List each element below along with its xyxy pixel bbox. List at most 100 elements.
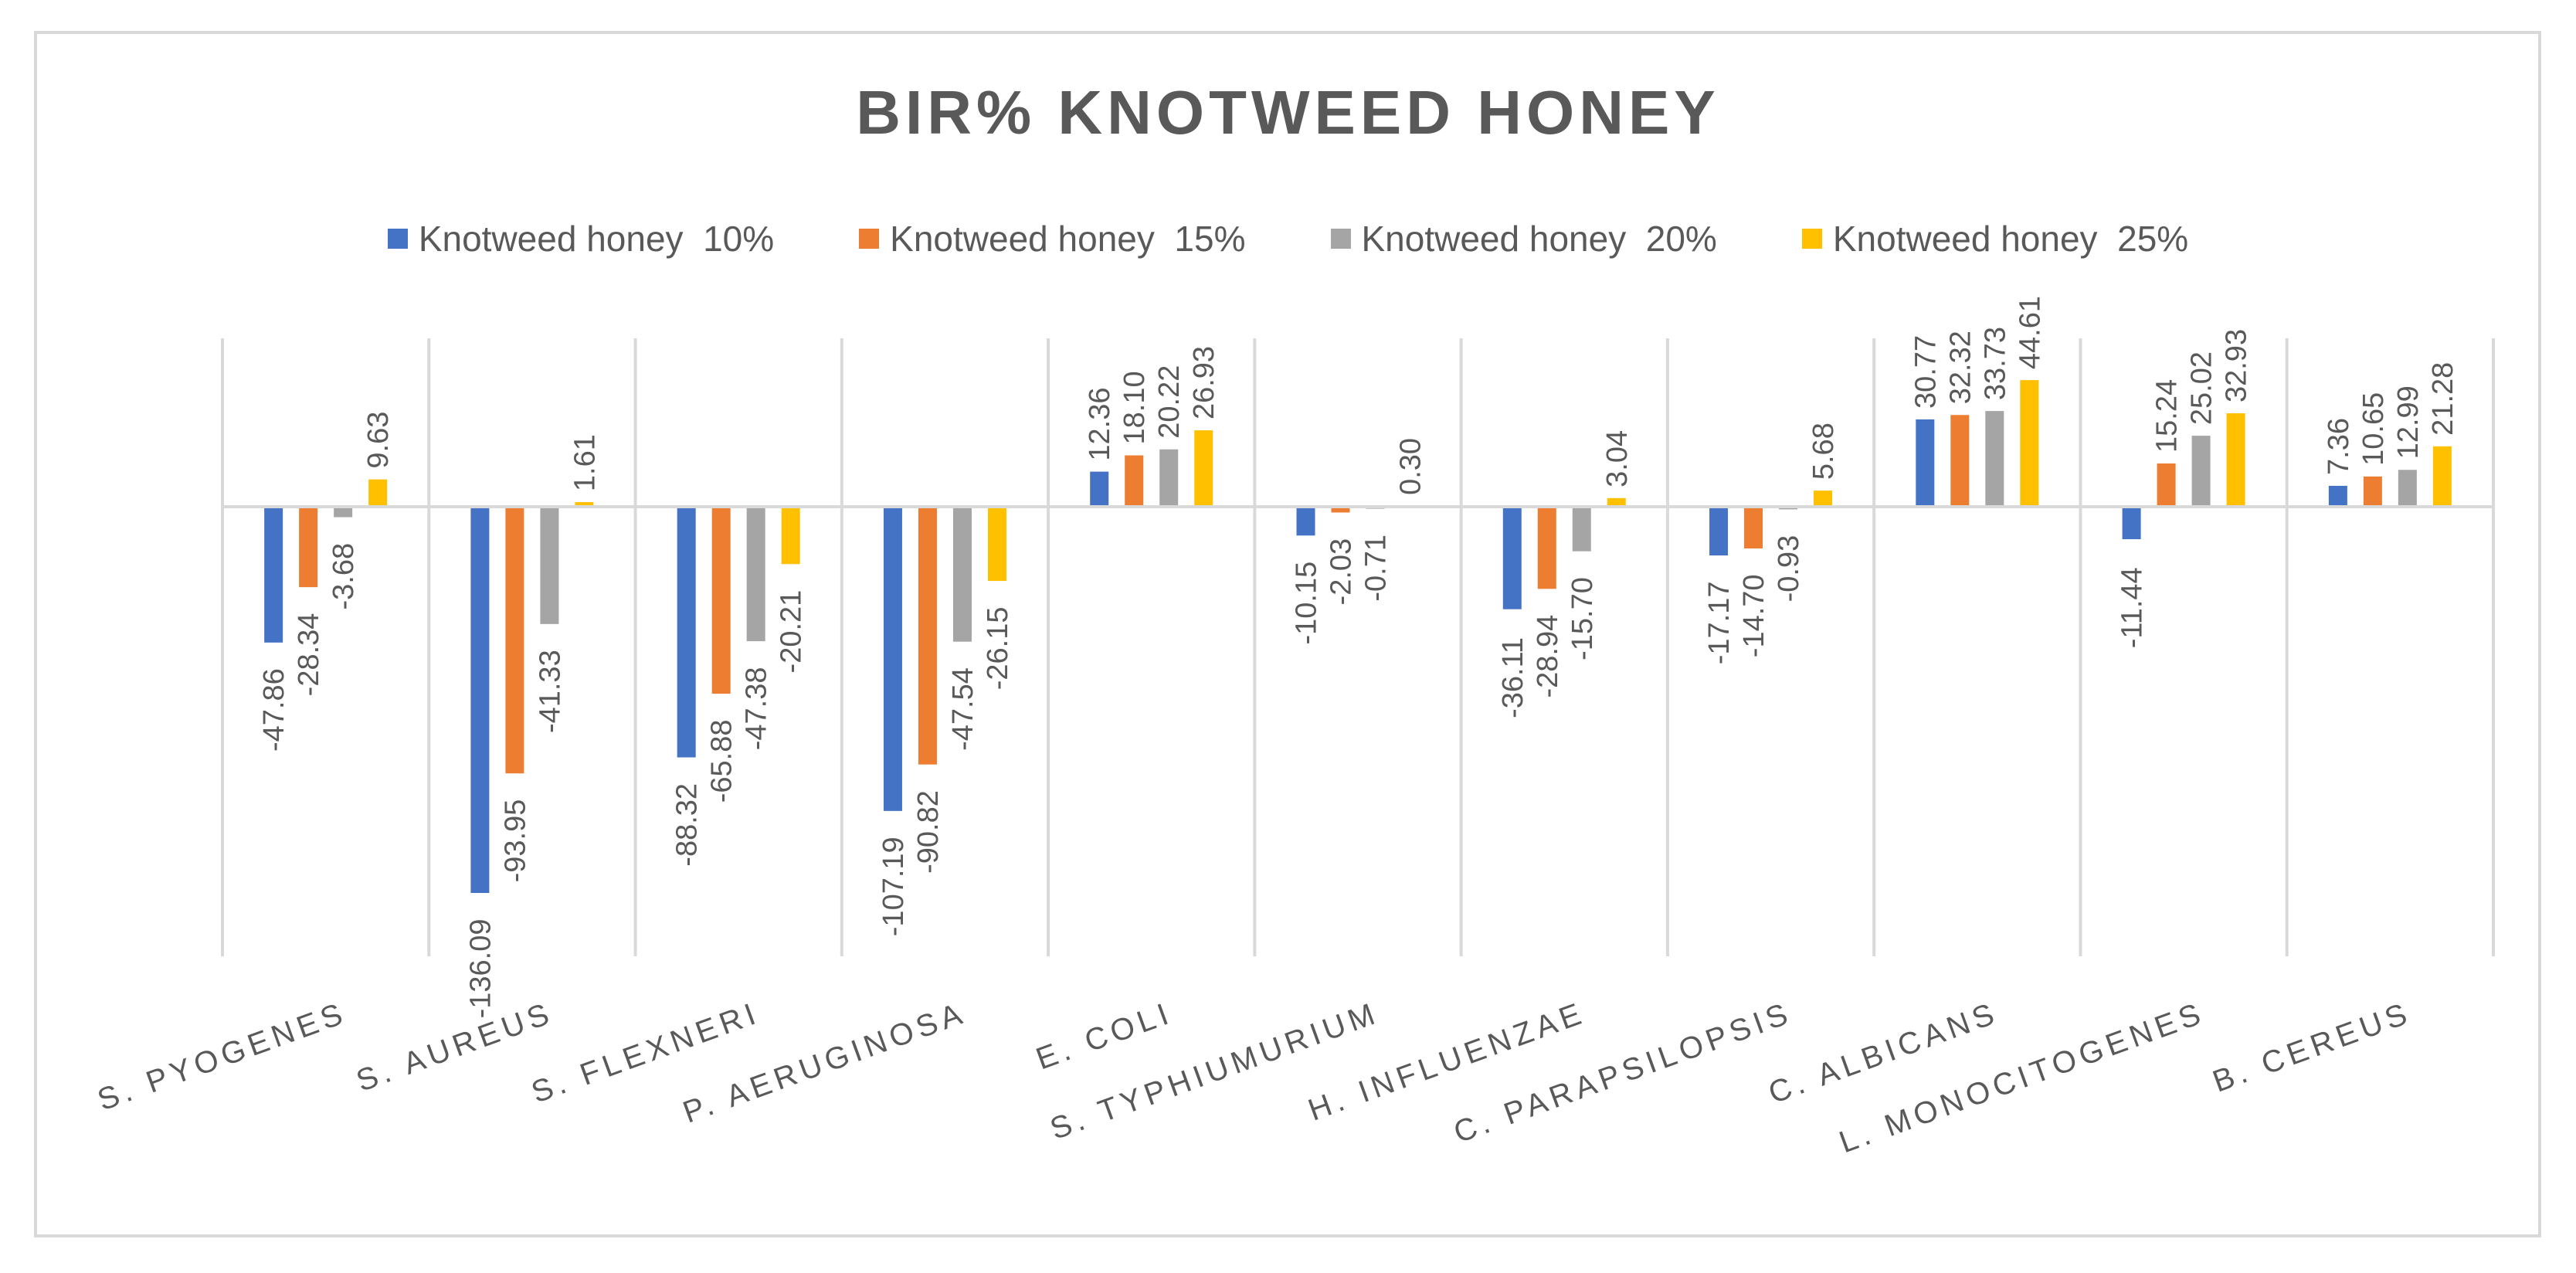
data-label: 32.93 <box>2221 329 2253 402</box>
bar <box>677 507 696 758</box>
bar <box>952 507 972 642</box>
bar <box>1125 455 1144 507</box>
bar <box>1916 419 1935 507</box>
bar <box>2432 446 2452 507</box>
data-label: -47.54 <box>947 667 979 751</box>
chart-title: BIR% KNOTWEED HONEY <box>856 78 1720 147</box>
category-label: B. CEREUS <box>2208 996 2415 1099</box>
bar <box>264 507 283 643</box>
bar <box>711 507 731 694</box>
bar <box>334 507 353 518</box>
legend-swatch-25 <box>1801 229 1822 249</box>
bar <box>1572 507 1591 552</box>
bar <box>505 507 524 774</box>
data-label: 3.04 <box>1601 430 1634 487</box>
data-label: 5.68 <box>1807 423 1840 480</box>
bar <box>1331 507 1350 513</box>
bar <box>1985 411 2004 507</box>
legend-item-15: Knotweed honey 15% <box>859 218 1246 260</box>
data-label: -2.03 <box>1325 538 1358 606</box>
bar <box>987 507 1006 582</box>
bar <box>2191 436 2211 507</box>
bar <box>1537 507 1556 589</box>
bar <box>2020 380 2039 507</box>
data-label: -41.33 <box>534 650 566 733</box>
data-label: -28.94 <box>1532 615 1564 698</box>
bar <box>1090 471 1109 507</box>
data-label: 44.61 <box>2014 296 2046 369</box>
data-label: -88.32 <box>671 783 704 867</box>
data-label: 33.73 <box>1979 327 2011 400</box>
legend-item-10: Knotweed honey 10% <box>387 218 775 260</box>
data-label: -17.17 <box>1703 582 1736 665</box>
data-label: -36.11 <box>1497 637 1529 718</box>
bar <box>2122 507 2141 540</box>
bar <box>299 507 318 588</box>
data-label: -15.70 <box>1566 577 1599 660</box>
data-label: -0.93 <box>1773 535 1805 603</box>
bar <box>1194 430 1213 507</box>
bar <box>2328 485 2347 507</box>
data-label: -136.09 <box>464 919 497 1019</box>
category-label: S. AUREUS <box>352 996 558 1098</box>
data-label: -11.44 <box>2116 567 2149 648</box>
bar <box>2363 476 2382 507</box>
data-label: 9.63 <box>362 412 395 469</box>
legend-item-20: Knotweed honey 20% <box>1330 218 1717 260</box>
bar <box>1296 507 1315 536</box>
bar <box>1607 497 1626 507</box>
bar <box>2226 413 2245 507</box>
legend-label-15: Knotweed honey 15% <box>890 219 1246 259</box>
legend-label-10: Knotweed honey 10% <box>418 219 775 259</box>
data-label: -14.70 <box>1738 574 1770 657</box>
data-label: -93.95 <box>499 799 531 883</box>
data-label: 21.28 <box>2427 362 2459 436</box>
bar <box>781 507 800 565</box>
bar <box>1502 507 1522 609</box>
category-label: L. MONOCITOGENES <box>1834 996 2209 1159</box>
bar <box>2157 463 2176 507</box>
data-label: -10.15 <box>1291 562 1323 645</box>
bar <box>368 479 388 507</box>
data-label: 7.36 <box>2323 418 2355 475</box>
bar <box>918 507 937 765</box>
bar <box>2398 470 2417 507</box>
data-label: 12.36 <box>1084 387 1116 460</box>
category-label: C. PARAPSILOPSIS <box>1449 996 1796 1149</box>
chart-frame <box>34 31 2541 1237</box>
data-label: -90.82 <box>912 790 945 874</box>
data-label: 0.30 <box>1395 438 1427 495</box>
legend-label-25: Knotweed honey 25% <box>1832 219 2189 259</box>
category-label: S. PYOGENES <box>93 996 351 1117</box>
bar <box>1709 507 1729 556</box>
bar <box>575 502 594 507</box>
bar <box>1744 507 1763 549</box>
data-label: -20.21 <box>776 590 808 674</box>
bar <box>1950 415 1970 507</box>
data-label: -47.86 <box>258 668 290 752</box>
data-label: -28.34 <box>293 613 325 697</box>
data-label: 18.10 <box>1118 371 1151 444</box>
bar <box>1159 449 1179 507</box>
bar <box>540 507 559 624</box>
data-label: 25.02 <box>2186 351 2218 425</box>
data-label: 26.93 <box>1188 346 1220 419</box>
bar <box>470 507 490 893</box>
data-label: 20.22 <box>1153 365 1186 439</box>
data-label: -0.71 <box>1360 535 1393 602</box>
data-label: -65.88 <box>706 719 738 803</box>
bar <box>746 507 765 642</box>
data-label: 12.99 <box>2392 385 2425 459</box>
legend-swatch-20 <box>1330 229 1351 249</box>
category-label: E. COLI <box>1032 996 1177 1076</box>
chart-legend: Knotweed honey 10% Knotweed honey 15% Kn… <box>0 218 2576 260</box>
data-label: 30.77 <box>1909 335 1942 409</box>
data-label: -26.15 <box>982 607 1014 691</box>
legend-item-25: Knotweed honey 25% <box>1801 218 2189 260</box>
legend-swatch-10 <box>387 229 408 249</box>
data-label: 32.32 <box>1944 331 1977 404</box>
data-label: 1.61 <box>568 434 601 491</box>
data-label: -47.38 <box>741 667 773 751</box>
bar <box>1814 491 1833 507</box>
